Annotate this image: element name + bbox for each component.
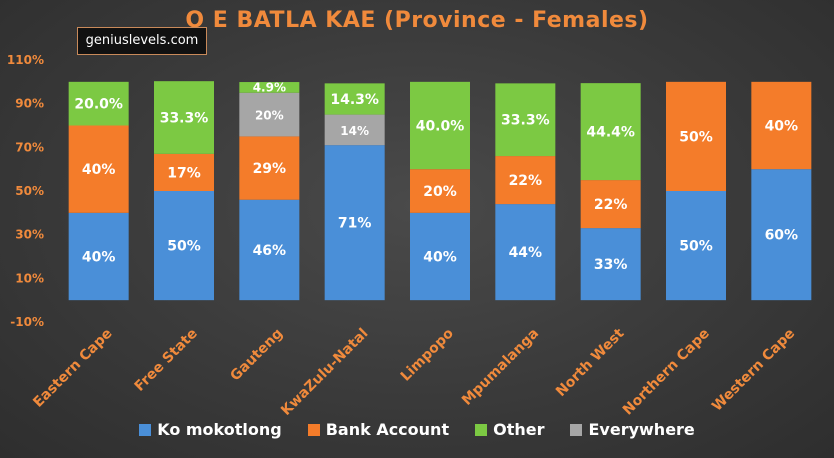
bar-gauteng-other — [239, 82, 300, 93]
x-tick-label: Free State — [132, 326, 201, 395]
data-label: 40% — [765, 119, 799, 135]
data-label: 50% — [679, 129, 713, 145]
data-label: 71% — [338, 216, 372, 232]
x-tick-label: Gauteng — [227, 326, 286, 385]
data-label: 22% — [594, 197, 628, 213]
legend-label: Bank Account — [325, 420, 450, 439]
data-label: 44.4% — [586, 125, 635, 141]
bar-free-state-bank-account — [154, 153, 214, 191]
data-label: 40% — [423, 250, 457, 266]
legend-item-other: Other — [475, 420, 544, 439]
legend-swatch — [475, 423, 488, 436]
bar-western-cape-ko-mokotlong — [751, 169, 812, 301]
data-label: 50% — [679, 239, 713, 255]
data-label: 14.3% — [330, 92, 379, 108]
y-axis: 110% 90% 70% 50% 30% 10% -10% — [7, 53, 44, 329]
y-tick-label: 30% — [15, 228, 44, 242]
y-tick-label: -10% — [10, 315, 44, 329]
x-tick-label: Eastern Cape — [30, 326, 115, 411]
data-label: 33% — [594, 257, 628, 273]
data-label: 14% — [340, 124, 369, 138]
chart-title: O E BATLA KAE (Province - Females) — [185, 8, 649, 33]
x-tick-label: Western Cape — [709, 326, 798, 415]
bar-limpopo-ko-mokotlong — [410, 212, 470, 301]
data-label: 20% — [423, 184, 457, 200]
data-label: 17% — [167, 165, 201, 181]
data-label: 40.0% — [416, 119, 465, 135]
bar-northern-cape-bank-account — [666, 81, 726, 191]
data-label: 20.0% — [74, 97, 123, 113]
x-tick-label: Limpopo — [398, 325, 457, 384]
bar-eastern-cape-other — [68, 81, 129, 126]
x-tick-label: Mpumalanga — [459, 326, 542, 409]
y-tick-label: 50% — [15, 184, 44, 198]
bar-limpopo-bank-account — [410, 169, 470, 213]
legend: Ko mokotlong Bank Account Other Everywhere — [0, 420, 834, 439]
y-tick-label: 10% — [15, 271, 44, 285]
bar-northern-cape-ko-mokotlong — [666, 191, 726, 301]
legend-item-bank-account: Bank Account — [307, 420, 450, 439]
data-label: 60% — [765, 228, 799, 244]
data-labels: 40% 40% 20.0% 50% 17% 33.3% 46% 29% 20% 4.9% 71% 14… — [74, 80, 798, 273]
y-tick-label: 90% — [15, 97, 44, 111]
legend-swatch — [570, 423, 583, 436]
x-tick-label: KwaZulu-Natal — [278, 326, 371, 419]
data-label: 4.9% — [253, 80, 286, 94]
legend-item-everywhere: Everywhere — [570, 420, 695, 439]
bar-eastern-cape-bank-account — [68, 125, 129, 213]
data-label: 22% — [509, 173, 543, 189]
bar-kwazulu-natal-everywhere — [324, 114, 385, 146]
bar-mpumalanga-ko-mokotlong — [495, 204, 556, 301]
bar-mpumalanga-bank-account — [495, 156, 556, 205]
x-tick-label: Northern Cape — [620, 326, 713, 419]
legend-swatch — [139, 423, 152, 436]
bar-eastern-cape-ko-mokotlong — [68, 212, 129, 301]
legend-label: Ko mokotlong — [157, 420, 282, 439]
data-label: 46% — [253, 243, 287, 259]
bar-mpumalanga-other — [495, 83, 556, 157]
bar-north-west-bank-account — [580, 180, 641, 229]
bar-limpopo-other — [410, 81, 470, 170]
bar-free-state-ko-mokotlong — [154, 191, 214, 301]
bar-free-state-other — [154, 81, 214, 154]
bar-north-west-other — [580, 83, 641, 181]
x-axis: Eastern Cape Free State GautengKwaZulu-Nat… — [30, 325, 798, 419]
y-tick-label: 110% — [7, 53, 44, 67]
data-label: 20% — [255, 109, 284, 123]
x-tick-label: North West — [553, 325, 628, 400]
bar-gauteng-ko-mokotlong — [239, 199, 300, 301]
data-label: 33.3% — [501, 113, 550, 129]
bar-gauteng-everywhere — [239, 92, 300, 137]
brand-badge: geniuslevels.com — [77, 27, 207, 55]
legend-item-ko-mokotlong: Ko mokotlong — [139, 420, 282, 439]
data-label: 40% — [82, 162, 116, 178]
legend-label: Other — [493, 420, 545, 439]
bar-north-west-ko-mokotlong — [580, 228, 641, 301]
legend-label: Everywhere — [588, 420, 695, 439]
bar-kwazulu-natal-ko-mokotlong — [324, 145, 385, 301]
data-label: 33.3% — [160, 111, 209, 127]
y-tick-label: 70% — [15, 140, 44, 154]
data-label: 50% — [167, 239, 201, 255]
bar-gauteng-bank-account — [239, 136, 300, 200]
data-label: 29% — [253, 161, 287, 177]
data-label: 40% — [82, 250, 116, 266]
legend-swatch — [307, 423, 320, 436]
bar-western-cape-bank-account — [751, 81, 812, 170]
data-label: 44% — [509, 245, 543, 261]
bar-kwazulu-natal-other — [324, 83, 385, 115]
bars — [68, 81, 812, 301]
